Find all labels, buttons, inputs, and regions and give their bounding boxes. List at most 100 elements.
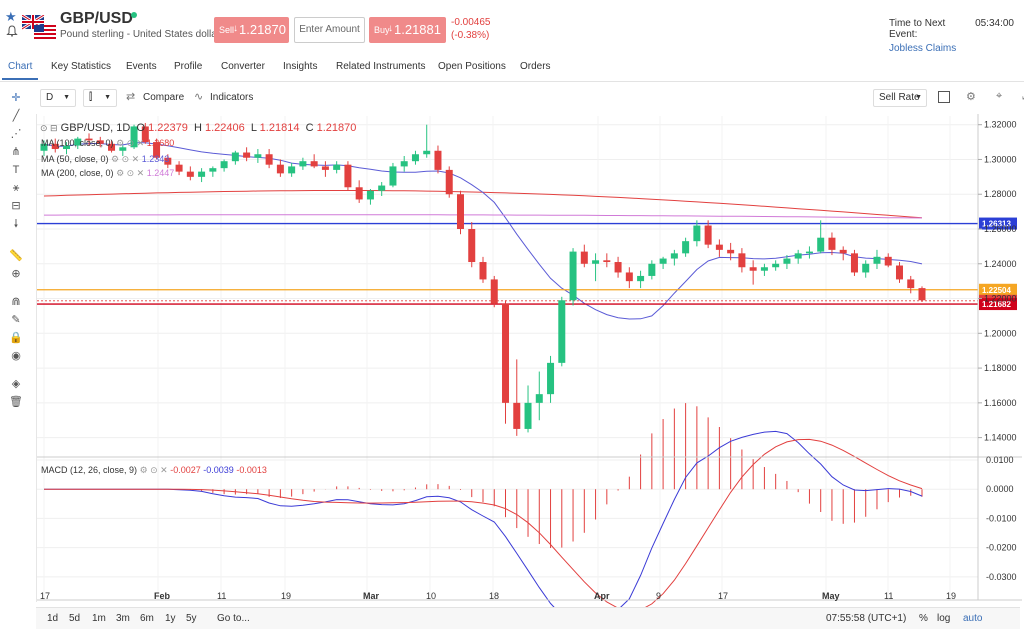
- low-label: L: [250, 122, 257, 134]
- candle-body: [468, 229, 476, 263]
- range-3m[interactable]: 3m: [116, 613, 130, 624]
- instrument-header: ★ GBP/USD Pound sterling - United States…: [0, 0, 1024, 54]
- candle-body: [805, 251, 813, 254]
- arrow-down-icon[interactable]: 🠗: [13, 218, 19, 230]
- interval-select[interactable]: D ▼: [40, 89, 76, 107]
- candle-body: [333, 164, 341, 170]
- crosshair-icon[interactable]: ✛: [11, 92, 21, 104]
- chart-type-select[interactable]: ⫿ ▼: [83, 89, 117, 107]
- next-event-link[interactable]: Jobless Claims: [889, 43, 957, 54]
- chart-toolbar: D ▼ ⫿ ▼ ⇄ Compare ∿ Indicators Sell Rate…: [36, 87, 1024, 109]
- log-toggle[interactable]: log: [937, 613, 951, 624]
- compare-icon[interactable]: ⇄: [126, 91, 136, 103]
- time-tick-label: 19: [946, 591, 956, 601]
- candle-body: [682, 241, 690, 254]
- collapse-icon[interactable]: ⊙ ⊟: [40, 123, 58, 133]
- ma-settings-icon[interactable]: ⚙ ⊙ ✕: [116, 138, 145, 148]
- buy-button[interactable]: Buy ↓ 1.21881: [369, 17, 446, 43]
- price-level-label: 1.21682: [982, 300, 1011, 309]
- pattern-icon[interactable]: ⚹: [12, 182, 20, 194]
- candle-body: [862, 263, 870, 273]
- trend-line-icon[interactable]: ╱: [12, 110, 20, 122]
- price-source-select[interactable]: Sell Rate ▼: [873, 89, 927, 107]
- change-absolute: -0.00465: [451, 17, 491, 28]
- down-arrow-icon: ↓: [388, 23, 393, 34]
- fib-icon[interactable]: ⋰: [10, 128, 22, 140]
- eye-icon[interactable]: ◉: [11, 350, 21, 362]
- price-level-tag: [979, 217, 1017, 230]
- compare-button[interactable]: Compare: [143, 92, 185, 103]
- tab-related-instruments[interactable]: Related Instruments: [336, 61, 426, 72]
- symbol-title: GBP/USD: [60, 10, 133, 27]
- candle-body: [254, 154, 262, 158]
- candle-body: [423, 150, 431, 155]
- lock-icon[interactable]: 🔒: [9, 332, 23, 344]
- candle-body: [535, 394, 543, 403]
- range-5d[interactable]: 5d: [69, 613, 81, 624]
- tab-insights[interactable]: Insights: [283, 61, 318, 72]
- range-1y[interactable]: 1y: [165, 613, 176, 624]
- candle-body: [502, 303, 510, 403]
- open-label: O: [136, 122, 146, 134]
- range-1m[interactable]: 1m: [92, 613, 106, 624]
- percent-toggle[interactable]: %: [919, 613, 928, 624]
- candle-body: [783, 258, 791, 264]
- lock-drawings-icon[interactable]: ✎: [11, 314, 21, 326]
- text-tool-icon[interactable]: T: [12, 164, 20, 176]
- gear-icon[interactable]: ⚙: [966, 91, 976, 103]
- tab-bar: Chart Key Statistics Events Profile Conv…: [0, 58, 1024, 82]
- auto-toggle[interactable]: auto: [963, 613, 983, 624]
- indicators-icon[interactable]: ∿: [194, 91, 204, 103]
- chart-grid: [37, 116, 978, 600]
- next-event-time: 05:34:00: [975, 18, 1014, 29]
- tab-profile[interactable]: Profile: [174, 61, 203, 72]
- macd-tick-label: -0.0100: [986, 513, 1017, 523]
- candle-body: [760, 267, 768, 271]
- flag-pair-icon: [22, 15, 56, 39]
- macd-signal-line: [44, 438, 923, 612]
- range-5y[interactable]: 5y: [186, 613, 197, 624]
- tab-orders[interactable]: Orders: [520, 61, 551, 72]
- tab-chart[interactable]: Chart: [1, 61, 40, 80]
- ruler-icon[interactable]: 📏: [9, 250, 23, 262]
- moving-averages: [43, 142, 923, 320]
- macd-settings-icon[interactable]: ⚙ ⊙ ✕: [139, 465, 168, 475]
- range-1d[interactable]: 1d: [47, 613, 59, 624]
- macd-tick-label: 0.0100: [986, 455, 1014, 465]
- tab-events[interactable]: Events: [126, 61, 157, 72]
- macd-signal-value: -0.0013: [236, 465, 267, 475]
- tab-key-statistics[interactable]: Key Statistics: [51, 61, 112, 72]
- screenshot-icon[interactable]: ⌖: [996, 90, 1003, 102]
- amount-input[interactable]: Enter Amount: [294, 17, 365, 43]
- tab-converter[interactable]: Converter: [221, 61, 265, 72]
- ma-settings-icon[interactable]: ⚙ ⊙ ✕: [116, 168, 145, 178]
- ma-settings-icon[interactable]: ⚙ ⊙ ✕: [111, 154, 140, 164]
- candle-body: [704, 225, 712, 245]
- trash-icon[interactable]: 🗑: [9, 396, 23, 408]
- expand-icon[interactable]: ⤢: [1022, 90, 1024, 103]
- price-level-tag: [979, 283, 1017, 296]
- sell-button[interactable]: Sell ↓ 1.21870: [214, 17, 289, 43]
- candles-icon: ⫿: [89, 92, 93, 103]
- star-icon[interactable]: ★: [5, 9, 17, 24]
- tab-open-positions[interactable]: Open Positions: [438, 61, 506, 72]
- next-event: Time to Next Event: 05:34:00 Jobless Cla…: [889, 18, 1014, 54]
- pitchfork-icon[interactable]: ⋔: [11, 146, 21, 158]
- close-label: C: [305, 122, 314, 134]
- fullscreen-box-icon[interactable]: [938, 91, 950, 103]
- magnet-icon[interactable]: ⋒: [11, 296, 21, 308]
- candle-body: [119, 147, 127, 151]
- zoom-icon[interactable]: ⊕: [11, 268, 21, 280]
- indicators-button[interactable]: Indicators: [210, 92, 254, 103]
- bell-icon[interactable]: [6, 25, 18, 37]
- layers-icon[interactable]: ◈: [11, 378, 21, 390]
- candle-body: [918, 288, 926, 301]
- range-6m[interactable]: 6m: [140, 613, 154, 624]
- candle-body: [366, 190, 374, 200]
- measure-icon[interactable]: ⊟: [11, 200, 21, 212]
- candle-body: [547, 362, 555, 395]
- candle-body: [198, 171, 206, 177]
- goto-button[interactable]: Go to...: [217, 613, 250, 624]
- price-tick-label: 1.30000: [984, 154, 1017, 164]
